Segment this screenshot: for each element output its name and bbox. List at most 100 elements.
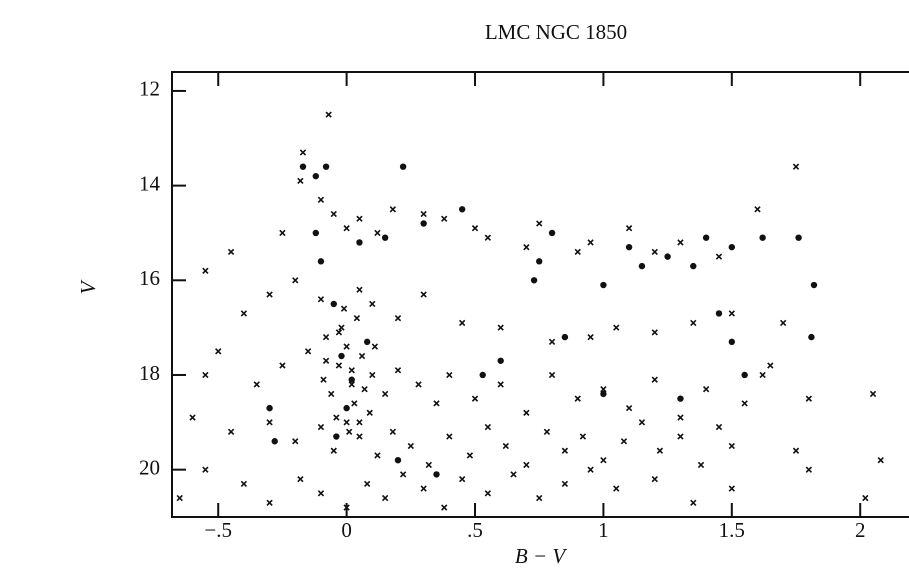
cross-point bbox=[702, 386, 710, 393]
cross-point bbox=[279, 229, 286, 237]
cross-point bbox=[176, 494, 183, 502]
cross-point bbox=[651, 475, 658, 483]
dot-point bbox=[458, 206, 466, 213]
cross-point bbox=[202, 371, 209, 379]
cross-point bbox=[389, 206, 397, 213]
cross-point bbox=[497, 381, 504, 388]
x-tick-label: 2 bbox=[855, 518, 866, 542]
cross-point bbox=[862, 494, 869, 502]
dot-point bbox=[664, 253, 671, 260]
dot-point bbox=[530, 277, 538, 284]
plot-frame bbox=[171, 71, 909, 518]
dot-point bbox=[333, 433, 340, 440]
dot-point bbox=[479, 371, 486, 379]
chart-title: LMC NGC 1850 bbox=[485, 20, 627, 44]
cross-point bbox=[356, 215, 363, 222]
x-tick-label: 1 bbox=[598, 518, 609, 542]
cross-point bbox=[279, 362, 286, 369]
cross-point bbox=[325, 111, 332, 118]
cross-point bbox=[202, 267, 209, 274]
cross-point bbox=[381, 494, 389, 502]
cross-point bbox=[446, 433, 453, 440]
cross-point bbox=[320, 376, 327, 383]
cross-point bbox=[792, 163, 800, 170]
cross-point bbox=[587, 466, 594, 473]
dot-point bbox=[271, 438, 278, 445]
cross-point bbox=[651, 329, 658, 336]
cross-point bbox=[415, 381, 422, 388]
cross-point bbox=[754, 206, 761, 213]
x-tick-label: .5 bbox=[467, 518, 483, 542]
cross-point bbox=[741, 400, 748, 407]
dot-point bbox=[338, 352, 345, 360]
cross-point bbox=[613, 324, 620, 331]
cross-point bbox=[266, 499, 273, 506]
cross-point bbox=[389, 428, 397, 435]
cross-point bbox=[697, 461, 705, 469]
cross-point bbox=[651, 248, 658, 256]
dot-point bbox=[312, 172, 320, 180]
cross-point bbox=[381, 390, 389, 398]
cross-point bbox=[253, 381, 260, 388]
cross-point bbox=[466, 452, 474, 459]
cross-point bbox=[441, 215, 448, 222]
cross-point bbox=[759, 371, 766, 379]
y-axis-label: V bbox=[76, 279, 100, 294]
dot-point bbox=[322, 163, 330, 170]
cross-point bbox=[363, 480, 371, 488]
cross-point bbox=[638, 419, 646, 426]
cross-point bbox=[292, 277, 299, 284]
cross-point bbox=[877, 457, 884, 464]
dot-point bbox=[600, 281, 607, 289]
cross-point bbox=[523, 409, 530, 417]
cross-point bbox=[805, 466, 813, 473]
cross-point bbox=[484, 423, 492, 431]
cross-point bbox=[715, 423, 723, 431]
cross-point bbox=[484, 490, 492, 497]
cross-point bbox=[240, 480, 248, 488]
cross-point bbox=[471, 395, 479, 402]
cross-point bbox=[510, 471, 517, 478]
cross-point bbox=[202, 466, 209, 473]
cross-point bbox=[587, 333, 594, 341]
cross-point bbox=[351, 400, 358, 407]
cross-point bbox=[574, 248, 581, 256]
dot-point bbox=[600, 390, 607, 398]
dot-point bbox=[759, 234, 766, 241]
cross-point bbox=[548, 371, 556, 379]
cross-point bbox=[561, 480, 569, 488]
cross-point bbox=[471, 225, 479, 232]
cross-point bbox=[620, 438, 628, 445]
cross-point bbox=[420, 291, 427, 298]
cross-point bbox=[348, 381, 355, 388]
dot-point bbox=[810, 281, 818, 289]
cross-point bbox=[656, 447, 664, 454]
dot-point bbox=[808, 333, 815, 341]
cross-point bbox=[317, 296, 325, 303]
cross-point bbox=[690, 319, 697, 327]
cross-point bbox=[728, 442, 735, 450]
cross-point bbox=[543, 428, 551, 435]
cross-point bbox=[459, 319, 466, 327]
cross-point bbox=[292, 438, 299, 445]
dot-point bbox=[715, 310, 723, 317]
cross-point bbox=[869, 390, 877, 398]
cross-point bbox=[189, 414, 196, 421]
cross-point bbox=[420, 485, 427, 492]
x-axis-label: B − V bbox=[515, 544, 567, 568]
cross-point bbox=[677, 414, 684, 421]
cross-point bbox=[369, 300, 376, 308]
dot-point bbox=[399, 163, 407, 170]
cross-point bbox=[343, 225, 350, 232]
dot-point bbox=[266, 404, 273, 412]
cross-point bbox=[677, 239, 684, 246]
dot-point bbox=[433, 471, 440, 478]
cross-point bbox=[361, 386, 368, 393]
cross-point bbox=[587, 239, 594, 246]
dot-point bbox=[728, 338, 736, 346]
cross-point bbox=[366, 409, 373, 417]
cross-point bbox=[446, 371, 453, 379]
cross-point bbox=[600, 457, 607, 464]
